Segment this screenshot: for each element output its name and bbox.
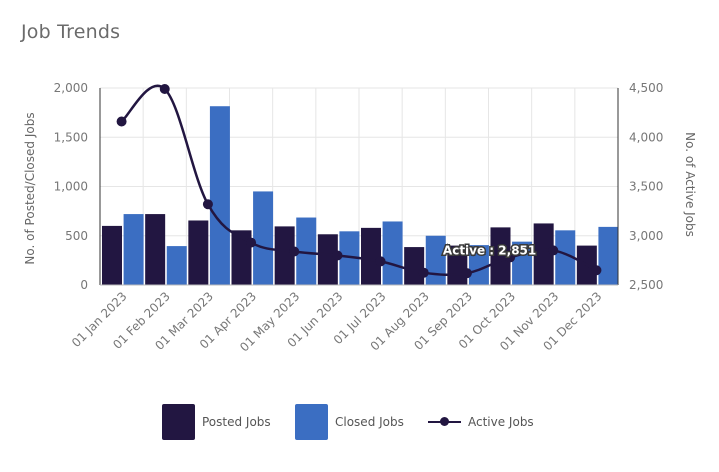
legend-item-closed-jobs[interactable]: Closed Jobs bbox=[295, 404, 404, 440]
tooltip-active-value: Active : 2,851 bbox=[443, 243, 536, 257]
point-active-jobs[interactable] bbox=[159, 83, 170, 94]
bar-closed-jobs[interactable] bbox=[339, 231, 360, 285]
bar-closed-jobs[interactable] bbox=[123, 214, 144, 285]
point-active-jobs[interactable] bbox=[332, 250, 343, 261]
bar-posted-jobs[interactable] bbox=[490, 227, 511, 285]
bar-posted-jobs[interactable] bbox=[145, 214, 166, 285]
point-active-jobs[interactable] bbox=[591, 265, 602, 276]
bar-posted-jobs[interactable] bbox=[317, 234, 338, 285]
bar-posted-jobs[interactable] bbox=[274, 226, 295, 285]
bar-closed-jobs[interactable] bbox=[598, 226, 619, 285]
y-tick-label-right: 3,500 bbox=[629, 180, 663, 194]
legend-label-closed: Closed Jobs bbox=[335, 415, 404, 429]
y-tick-label-left: 2,000 bbox=[54, 81, 88, 95]
point-active-jobs[interactable] bbox=[202, 199, 213, 210]
legend-swatch-closed bbox=[295, 404, 328, 440]
y-tick-label-right: 4,500 bbox=[629, 81, 663, 95]
point-active-jobs[interactable] bbox=[461, 268, 472, 279]
bar-posted-jobs[interactable] bbox=[188, 220, 209, 285]
y-tick-label-left: 0 bbox=[80, 278, 88, 292]
job-trends-chart: 0 500 1,000 1,500 2,000 2,500 3,000 3,500 4,000 4… bbox=[23, 81, 697, 354]
legend-label-active: Active Jobs bbox=[468, 415, 534, 429]
point-active-jobs[interactable] bbox=[289, 246, 300, 257]
point-active-jobs[interactable] bbox=[116, 116, 127, 127]
bar-posted-jobs[interactable] bbox=[533, 223, 554, 285]
legend-label-posted: Posted Jobs bbox=[202, 415, 271, 429]
bar-closed-jobs[interactable] bbox=[209, 106, 230, 285]
bar-posted-jobs[interactable] bbox=[404, 247, 425, 285]
y-axis-title-left: No. of Posted/Closed Jobs bbox=[23, 112, 37, 264]
legend-item-posted-jobs[interactable]: Posted Jobs bbox=[162, 404, 271, 440]
bar-posted-jobs[interactable] bbox=[102, 225, 122, 285]
point-active-jobs[interactable] bbox=[246, 237, 257, 248]
point-active-jobs[interactable] bbox=[375, 256, 386, 267]
bar-posted-jobs[interactable] bbox=[361, 227, 381, 285]
y-axis-title-right: No. of Active Jobs bbox=[683, 132, 697, 237]
bar-closed-jobs[interactable] bbox=[296, 217, 317, 285]
legend-item-active-jobs[interactable]: Active Jobs bbox=[428, 404, 534, 440]
bar-closed-jobs[interactable] bbox=[166, 246, 187, 285]
bar-closed-jobs[interactable] bbox=[382, 221, 403, 285]
y-tick-label-left: 1,500 bbox=[54, 130, 88, 144]
legend-swatch-active bbox=[428, 404, 461, 440]
bar-closed-jobs[interactable] bbox=[253, 191, 274, 285]
y-tick-label-right: 3,000 bbox=[629, 229, 663, 243]
legend-swatch-posted bbox=[162, 404, 195, 440]
chart-legend: Posted Jobs Closed Jobs Active Jobs bbox=[0, 404, 719, 444]
point-active-jobs[interactable] bbox=[505, 252, 516, 263]
bar-closed-jobs[interactable] bbox=[468, 245, 489, 285]
point-active-jobs[interactable] bbox=[548, 245, 559, 256]
y-tick-label-right: 4,000 bbox=[629, 130, 663, 144]
bar-closed-jobs[interactable] bbox=[555, 230, 576, 285]
chart-title: Job Trends bbox=[21, 21, 121, 43]
point-active-jobs[interactable] bbox=[418, 267, 429, 278]
y-tick-label-right: 2,500 bbox=[629, 278, 663, 292]
y-tick-label-left: 500 bbox=[65, 229, 88, 243]
y-tick-label-left: 1,000 bbox=[54, 180, 88, 194]
